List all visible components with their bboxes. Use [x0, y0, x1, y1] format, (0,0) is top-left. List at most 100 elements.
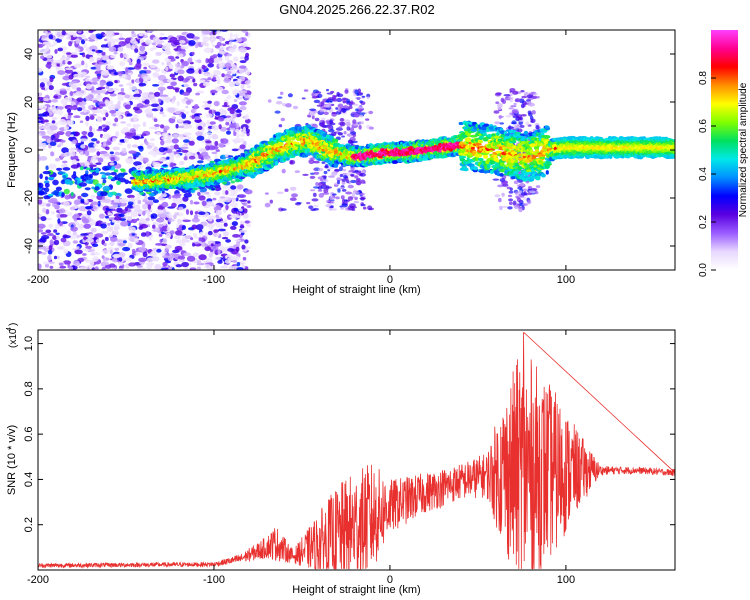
spectrogram-cell	[63, 188, 70, 195]
spectrogram-cell	[217, 198, 226, 203]
spectrogram-cell	[207, 134, 212, 140]
spectrogram-cell	[48, 223, 54, 229]
spectrogram-cell	[172, 133, 180, 138]
spectrogram-cell	[160, 139, 165, 146]
spectrogram-cell	[152, 224, 156, 229]
spectrogram-cell	[156, 105, 162, 111]
spectrogram-cell	[330, 90, 335, 94]
spectrogram-cell	[355, 97, 362, 100]
spectrogram-cell	[327, 124, 331, 130]
spectrogram-cell	[57, 246, 65, 250]
spectrogram-cell	[38, 139, 43, 143]
spectrogram-cell	[52, 179, 59, 186]
spectrogram-cell	[80, 198, 85, 203]
spectrogram-cell	[76, 234, 80, 239]
spectrogram-cell	[350, 173, 355, 177]
spectrogram-cell	[508, 198, 514, 202]
spectrogram-cell	[230, 185, 237, 190]
spectrogram-cell	[232, 265, 239, 269]
spectrogram-cell	[90, 227, 97, 233]
spectrogram-cell	[73, 260, 80, 267]
spectrogram-cell	[110, 172, 117, 176]
spectrogram-cell	[492, 178, 500, 181]
spectrogram-cell	[196, 68, 200, 74]
spectrogram-cell	[39, 82, 45, 88]
spectrogram-cell	[137, 199, 142, 205]
spectrogram-cell	[142, 203, 148, 210]
spectrogram-cell	[516, 197, 522, 203]
spectrogram-cell	[82, 135, 87, 139]
spectrogram-cell	[211, 245, 219, 251]
spectrogram-cell	[42, 207, 47, 213]
spectrogram-cell	[108, 46, 117, 52]
spectrogram-cell	[187, 57, 193, 63]
spectrogram-cell	[66, 211, 73, 217]
spectrogram-cell	[129, 176, 135, 180]
spectrogram-cell	[114, 117, 119, 123]
spectrogram-cell	[193, 201, 200, 205]
spectrogram-cell	[96, 140, 100, 144]
spectrogram-cell	[345, 191, 353, 195]
spectrogram-cell	[38, 67, 43, 73]
spectrogram-cell	[145, 265, 151, 270]
spectrogram-cell	[533, 93, 538, 96]
spectrogram-cell	[136, 164, 144, 169]
spectrogram-cell	[322, 179, 329, 183]
spectrogram-cell	[103, 242, 107, 247]
spectrogram-cell	[146, 30, 152, 34]
spectrogram-cell	[47, 249, 53, 255]
spectrogram-cell	[232, 234, 240, 238]
spectrogram-cell	[149, 64, 157, 69]
spectrogram-cell	[324, 164, 329, 169]
spectrogram-cell	[223, 231, 229, 237]
spectrogram-cell	[75, 38, 80, 44]
spectrogram-cell	[40, 55, 45, 60]
spectrogram-cell	[217, 117, 225, 122]
spectrogram-cell	[198, 237, 202, 242]
spectrogram-cell	[48, 163, 57, 170]
spectrogram-cell	[77, 257, 85, 263]
spectrogram-cell	[45, 165, 49, 171]
spectrogram-cell	[223, 222, 228, 227]
spectrogram-cell	[138, 257, 147, 262]
spectrogram-cell	[167, 55, 175, 60]
spectrogram-cell	[118, 261, 124, 266]
spectrogram-cell	[47, 193, 54, 197]
spectrogram-cell	[197, 59, 202, 64]
spectrogram-cell	[65, 36, 72, 40]
spectrogram-cell	[181, 113, 187, 119]
spectrogram-cell	[67, 114, 72, 119]
spectrogram-cell	[234, 90, 238, 96]
spectrogram-cell	[84, 199, 89, 203]
spectrogram-cell	[114, 247, 120, 251]
spectrogram-cell	[107, 247, 115, 250]
spectrogram-cell	[45, 217, 53, 221]
spectrogram-cell	[219, 196, 226, 199]
spectrogram-cell	[144, 194, 148, 201]
spectrogram-cell	[146, 210, 150, 215]
spectrogram-cell	[112, 254, 121, 258]
spectrogram-cell	[358, 124, 362, 130]
spectrogram-cell	[185, 209, 190, 215]
spectrogram-cell	[45, 229, 52, 234]
spectrogram-cell	[192, 243, 196, 247]
spectrogram-cell	[232, 44, 237, 50]
spectrogram-cell	[94, 186, 100, 191]
spectrogram-cell	[40, 216, 47, 222]
spectrogram-cell	[224, 259, 232, 264]
spectrogram-cell	[225, 121, 230, 126]
spectrogram-cell	[82, 253, 87, 256]
spectrogram-cell	[287, 137, 292, 141]
spectrogram-cell	[100, 223, 107, 229]
spectrogram-cell	[94, 252, 100, 256]
spectrogram-cell	[142, 62, 150, 67]
spectrogram-cell	[51, 106, 57, 113]
spectrogram-cell	[99, 103, 106, 107]
spectrogram-cell	[201, 64, 206, 70]
spectrogram-cell	[517, 186, 523, 190]
spectrogram-cell	[102, 185, 111, 192]
spectrogram-cell	[126, 123, 132, 127]
spectrogram-cell	[169, 73, 176, 78]
spectrogram-cell	[126, 143, 132, 149]
